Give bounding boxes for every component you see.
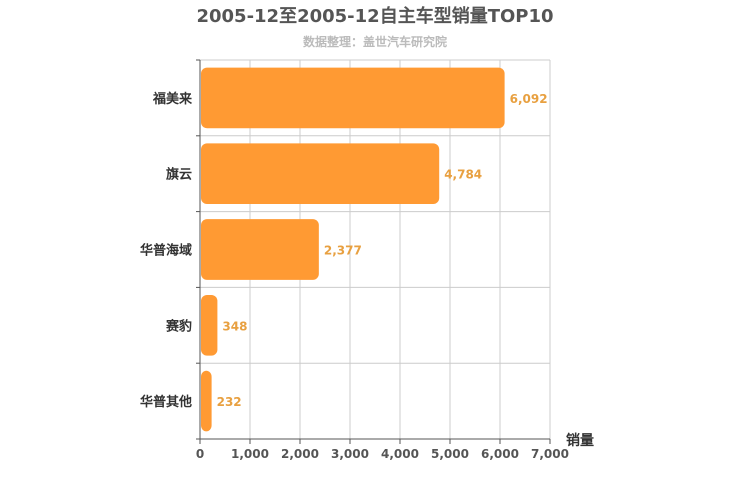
x-tick-label: 2,000 xyxy=(281,447,319,461)
x-tick-label: 5,000 xyxy=(431,447,469,461)
x-tick-label: 3,000 xyxy=(331,447,369,461)
chart-title: 2005-12至2005-12自主车型销量TOP10 xyxy=(196,5,553,27)
axes: 0 1,000 2,000 3,000 4,000 5,000 6,000 7,000 福美来旗… xyxy=(140,59,569,461)
x-tick-label: 4,000 xyxy=(381,447,419,461)
x-tick-label: 0 xyxy=(196,447,204,461)
value-label: 4,784 xyxy=(444,168,482,182)
x-tick-label: 7,000 xyxy=(531,447,569,461)
category-label: 福美来 xyxy=(152,91,193,107)
bar xyxy=(201,219,319,280)
x-tick-label: 6,000 xyxy=(481,447,519,461)
x-tick-label: 1,000 xyxy=(231,447,269,461)
category-label: 华普其他 xyxy=(140,394,192,410)
value-label: 348 xyxy=(222,319,247,333)
value-label: 232 xyxy=(217,395,242,409)
bar xyxy=(201,370,212,432)
category-label: 赛豹 xyxy=(165,318,192,334)
bar xyxy=(201,294,218,356)
value-label: 2,377 xyxy=(324,244,362,258)
x-axis-label: 销量 xyxy=(566,432,594,449)
bars: 6,092 4,784 2,377 348 232 xyxy=(201,67,548,432)
bar xyxy=(201,67,505,129)
bar xyxy=(201,143,440,205)
category-label: 旗云 xyxy=(166,167,192,183)
chart-subtitle: 数据整理：盖世汽车研究院 xyxy=(303,34,447,49)
category-label: 华普海域 xyxy=(140,243,192,259)
value-label: 6,092 xyxy=(510,92,548,106)
